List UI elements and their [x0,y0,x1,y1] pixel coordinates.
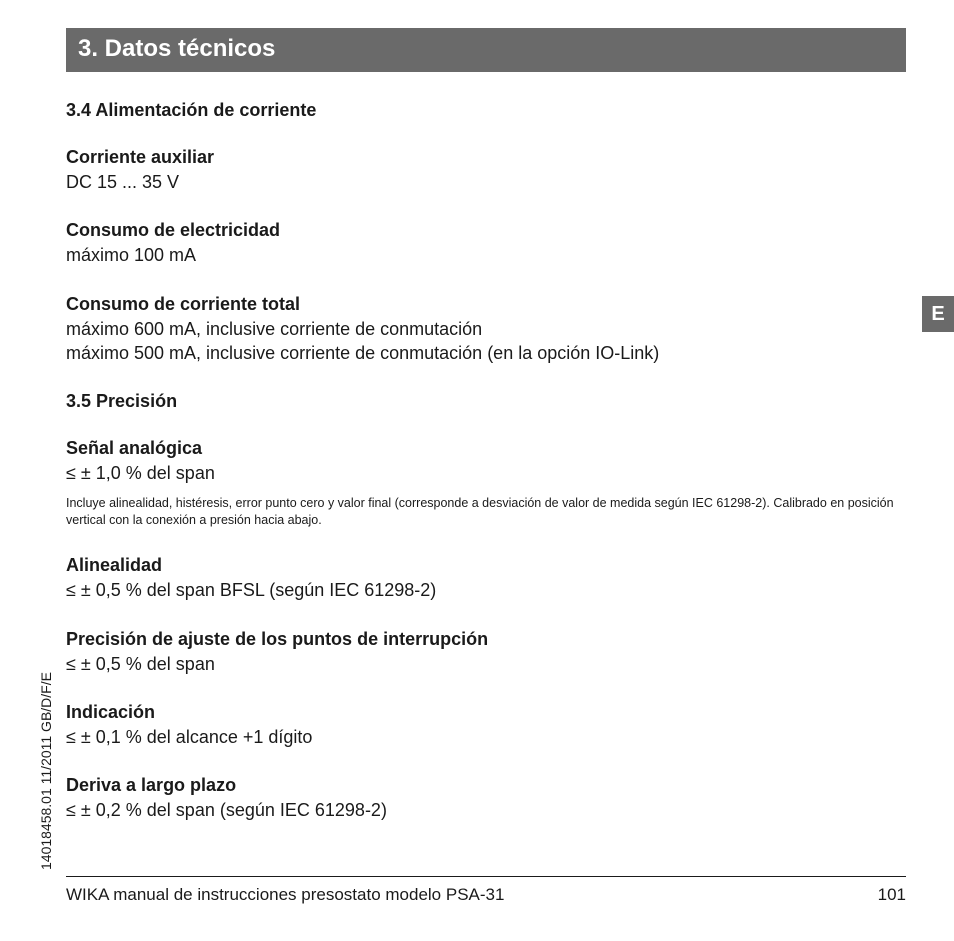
heading-3-4: 3.4 Alimentación de corriente [66,100,906,121]
value-precision-ajuste: ≤ ± 0,5 % del span [66,652,906,676]
page-footer: WIKA manual de instrucciones presostato … [66,876,906,905]
footer-text: WIKA manual de instrucciones presostato … [66,885,504,905]
document-code-sidebar: 14018458.01 11/2011 GB/D/F/E [38,672,54,870]
label-senal-analogica: Señal analógica [66,438,906,459]
label-indicacion: Indicación [66,702,906,723]
label-corriente-auxiliar: Corriente auxiliar [66,147,906,168]
value-consumo-electricidad: máximo 100 mA [66,243,906,267]
value-corriente-auxiliar: DC 15 ... 35 V [66,170,906,194]
section-header-title: 3. Datos técnicos [78,35,275,62]
label-alinealidad: Alinealidad [66,555,906,576]
note-senal-analogica: Incluye alinealidad, histéresis, error p… [66,495,896,529]
document-content: 3.4 Alimentación de corriente Corriente … [66,100,906,822]
label-consumo-electricidad: Consumo de electricidad [66,220,906,241]
value-deriva: ≤ ± 0,2 % del span (según IEC 61298-2) [66,798,906,822]
footer-page-number: 101 [878,885,906,905]
language-tab: E [922,296,954,332]
value-consumo-total-1: máximo 600 mA, inclusive corriente de co… [66,317,906,341]
language-tab-label: E [931,303,944,325]
value-senal-analogica: ≤ ± 1,0 % del span [66,461,906,485]
label-deriva: Deriva a largo plazo [66,775,906,796]
label-consumo-total: Consumo de corriente total [66,294,906,315]
label-precision-ajuste: Precisión de ajuste de los puntos de int… [66,629,906,650]
section-header-bar: 3. Datos técnicos [66,28,906,72]
value-alinealidad: ≤ ± 0,5 % del span BFSL (según IEC 61298… [66,578,906,602]
heading-3-5: 3.5 Precisión [66,391,906,412]
value-consumo-total-2: máximo 500 mA, inclusive corriente de co… [66,341,906,365]
value-indicacion: ≤ ± 0,1 % del alcance +1 dígito [66,725,906,749]
